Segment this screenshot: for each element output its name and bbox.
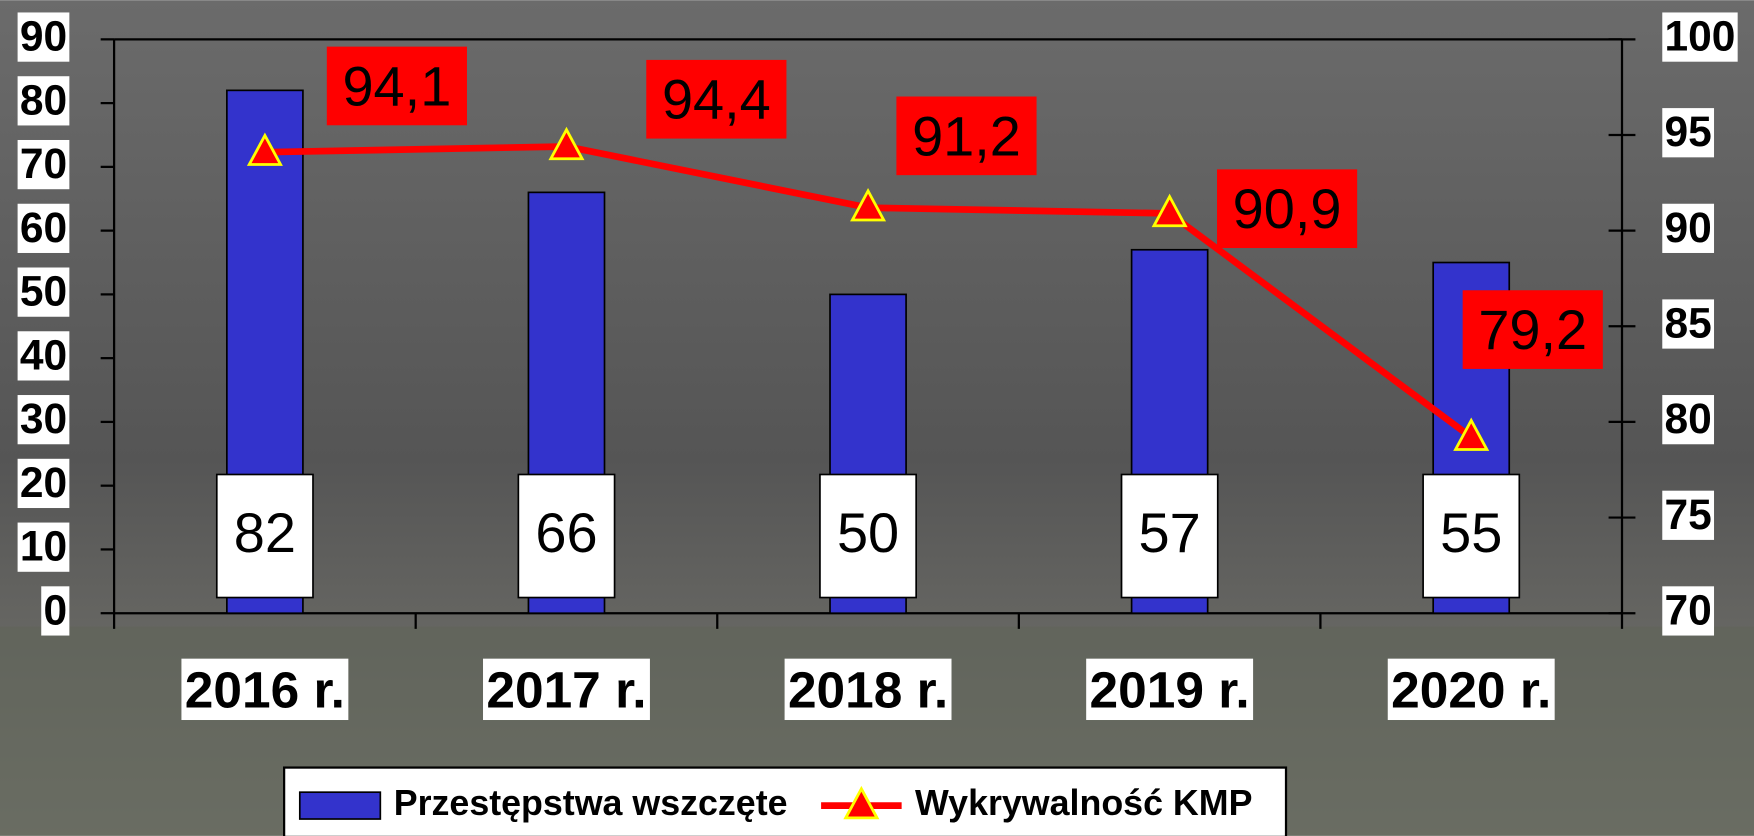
line-value-label: 90,9 [1233, 177, 1342, 240]
legend: Przestępstwa wszczęte Wykrywalność KMP [284, 768, 1286, 836]
page: {"chart_data": {"type": "bar_line", "cat… [0, 0, 1754, 836]
y-tick-label: 90 [20, 14, 67, 61]
y-tick-label: 0 [43, 587, 67, 634]
y2-tick-label: 80 [1665, 396, 1712, 443]
y2-tick-label: 90 [1665, 205, 1712, 252]
bar-value-label: 55 [1440, 501, 1502, 564]
y2-tick-label: 75 [1665, 492, 1712, 539]
x-tick-label: 2019 r. [1090, 660, 1250, 718]
y-tick-label: 10 [20, 524, 67, 571]
y-tick-label: 60 [20, 205, 67, 252]
y-tick-label: 50 [20, 269, 67, 316]
x-tick-label: 2017 r. [486, 660, 646, 718]
x-tick-label: 2020 r. [1391, 660, 1551, 718]
bar-value-label: 50 [837, 501, 899, 564]
legend-label: Wykrywalność KMP [915, 783, 1252, 823]
line-value-label: 79,2 [1478, 298, 1587, 361]
legend-swatch [300, 792, 381, 819]
x-tick-label: 2016 r. [185, 660, 345, 718]
y2-tick-label: 85 [1665, 301, 1712, 348]
y-tick-label: 80 [20, 77, 67, 124]
y2-tick-label: 70 [1665, 587, 1712, 634]
y-tick-label: 20 [20, 460, 67, 507]
y2-tick-label: 95 [1665, 109, 1712, 156]
chart: 0 10 20 30 40 50 60 70 80 90 70 75 80 85 90 95 100 82 66 50… [0, 0, 1754, 836]
line-value-label: 94,1 [342, 54, 451, 117]
y-tick-label: 30 [20, 396, 67, 443]
y-tick-label: 40 [20, 332, 67, 379]
bar-value-label: 82 [234, 501, 296, 564]
bar-value-label: 66 [535, 501, 597, 564]
legend-label: Przestępstwa wszczęte [394, 783, 788, 823]
x-tick-label: 2018 r. [788, 660, 948, 718]
line-value-label: 91,2 [912, 104, 1021, 167]
y-tick-label: 70 [20, 141, 67, 188]
y2-tick-label: 100 [1665, 14, 1736, 61]
bar-value-label: 57 [1139, 501, 1201, 564]
line-value-label: 94,4 [662, 68, 771, 131]
